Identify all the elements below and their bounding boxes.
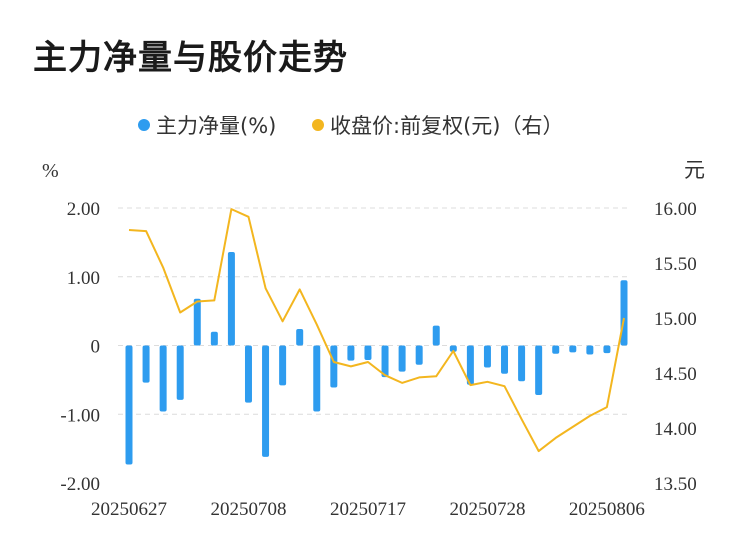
net-flow-bar [125,345,133,465]
close-price-line-group [128,208,625,453]
net-flow-bar [483,345,491,368]
left-tick-label: 2.00 [67,199,100,220]
chart-title: 主力净量与股价走势 [33,38,348,78]
left-axis-unit: % [42,160,59,182]
legend-label-close-price: 收盘价:前复权(元)（右） [330,114,563,138]
x-tick-label: 20250806 [569,499,645,520]
net-flow-bar [330,345,338,388]
net-flow-bar [296,329,304,346]
x-tick-label: 20250728 [449,499,525,520]
net-flow-bar [159,345,167,412]
net-flow-bar [603,345,611,354]
net-flow-bar [501,345,509,374]
right-tick-label: 16.00 [654,199,697,220]
net-flow-bars [125,252,628,465]
net-flow-bar [313,345,321,412]
net-flow-bar [227,252,235,346]
net-flow-bar [210,331,218,346]
net-flow-bar [381,345,389,378]
left-tick-label: 0 [91,337,101,358]
net-flow-bar [347,345,355,361]
x-tick-label: 20250627 [91,499,167,520]
legend-label-net-flow: 主力净量(%) [156,114,276,138]
right-axis-ticks: 16.00 15.50 15.00 14.50 14.00 13.50 [654,199,697,495]
net-flow-bar [449,345,457,352]
left-tick-label: -2.00 [60,474,100,495]
net-flow-bar [518,345,526,382]
net-flow-bar [432,325,440,346]
net-flow-bar [569,345,577,353]
net-flow-bar [364,345,372,360]
net-flow-bar [176,345,184,400]
net-flow-bar [535,345,543,395]
legend-marker-net-flow [138,119,150,131]
x-axis-ticks: 20250627 20250708 20250717 20250728 20250806 [91,499,645,520]
right-tick-label: 14.50 [654,364,697,385]
x-tick-label: 20250717 [330,499,406,520]
right-tick-label: 15.50 [654,254,697,275]
left-tick-label: 1.00 [67,268,100,289]
grid [118,207,630,415]
net-flow-bar [244,345,252,403]
net-flow-bar [466,345,474,385]
right-tick-label: 14.00 [654,419,697,440]
right-tick-label: 13.50 [654,474,697,495]
right-tick-label: 15.00 [654,309,697,330]
net-flow-bar [586,345,594,355]
legend: 主力净量(%) 收盘价:前复权(元)（右） [138,114,563,138]
net-flow-bar [262,345,270,457]
x-tick-label: 20250708 [210,499,286,520]
legend-marker-close-price [312,119,324,131]
left-axis-ticks: 2.00 1.00 0 -1.00 -2.00 [60,199,100,495]
right-axis-unit: 元 [684,158,705,182]
net-flow-bar [415,345,423,365]
net-flow-bar [193,298,201,346]
close-price-line [128,208,625,453]
net-flow-bar [552,345,560,354]
net-flow-bar [398,345,406,372]
left-tick-label: -1.00 [60,405,100,426]
net-flow-bar [279,345,287,386]
net-flow-bar [142,345,150,383]
